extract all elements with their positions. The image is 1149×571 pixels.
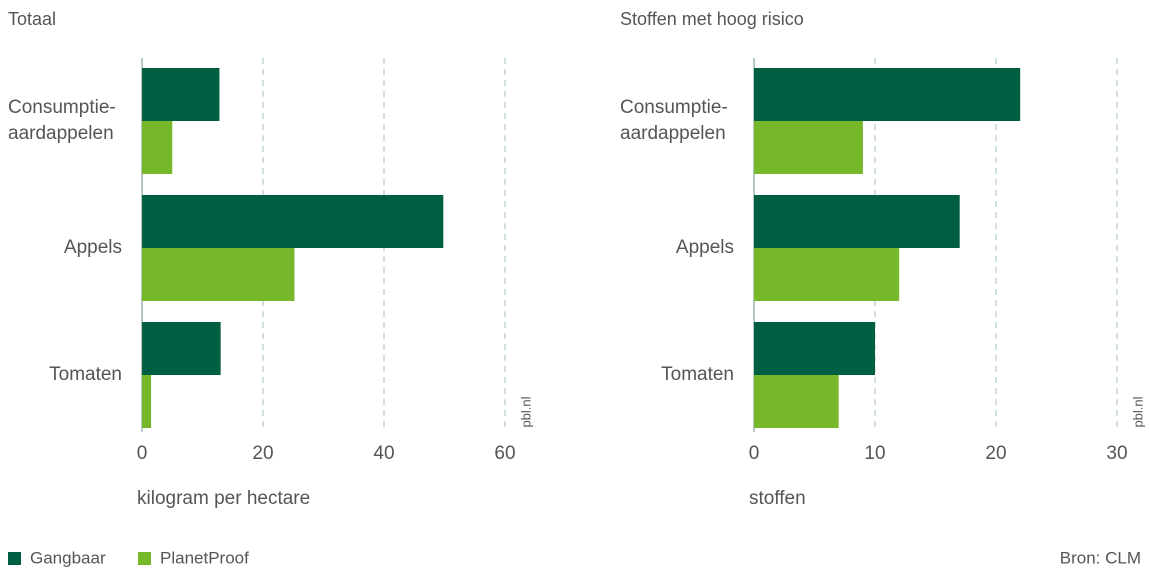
- legend-swatch: [8, 552, 21, 565]
- bar: [754, 121, 863, 174]
- bar: [754, 322, 875, 375]
- x-tick-label: 20: [252, 443, 273, 464]
- watermark: pbl.nl: [1130, 396, 1145, 427]
- axis-label: stoffen: [749, 488, 806, 509]
- x-tick-label: 0: [137, 443, 148, 464]
- x-tick-label: 40: [373, 443, 394, 464]
- x-tick-label: 20: [985, 443, 1006, 464]
- bar: [142, 375, 152, 428]
- legend-label: Gangbaar: [30, 548, 106, 567]
- bar: [754, 195, 960, 248]
- bar: [142, 322, 221, 375]
- bar: [142, 195, 444, 248]
- bar: [754, 375, 839, 428]
- bar: [754, 248, 900, 301]
- x-tick-label: 30: [1106, 443, 1127, 464]
- category-label: Consumptie-aardappelen: [8, 97, 116, 144]
- legend-label: PlanetProof: [160, 548, 249, 567]
- chart-title: Totaal: [8, 9, 56, 29]
- category-label: Tomaten: [661, 364, 734, 385]
- axis-label: kilogram per hectare: [137, 488, 310, 509]
- source: Bron: CLM: [1060, 548, 1141, 567]
- bar: [142, 121, 173, 174]
- category-label: Appels: [64, 237, 122, 258]
- x-tick-label: 10: [864, 443, 885, 464]
- watermark: pbl.nl: [518, 396, 533, 427]
- category-label: Consumptie-aardappelen: [620, 97, 728, 144]
- bar: [142, 248, 295, 301]
- legend-swatch: [138, 552, 151, 565]
- chart-title: Stoffen met hoog risico: [620, 9, 804, 29]
- x-tick-label: 60: [494, 443, 515, 464]
- category-label: Appels: [676, 237, 734, 258]
- x-tick-label: 0: [749, 443, 760, 464]
- bar: [142, 68, 220, 121]
- category-label: Tomaten: [49, 364, 122, 385]
- bar: [754, 68, 1021, 121]
